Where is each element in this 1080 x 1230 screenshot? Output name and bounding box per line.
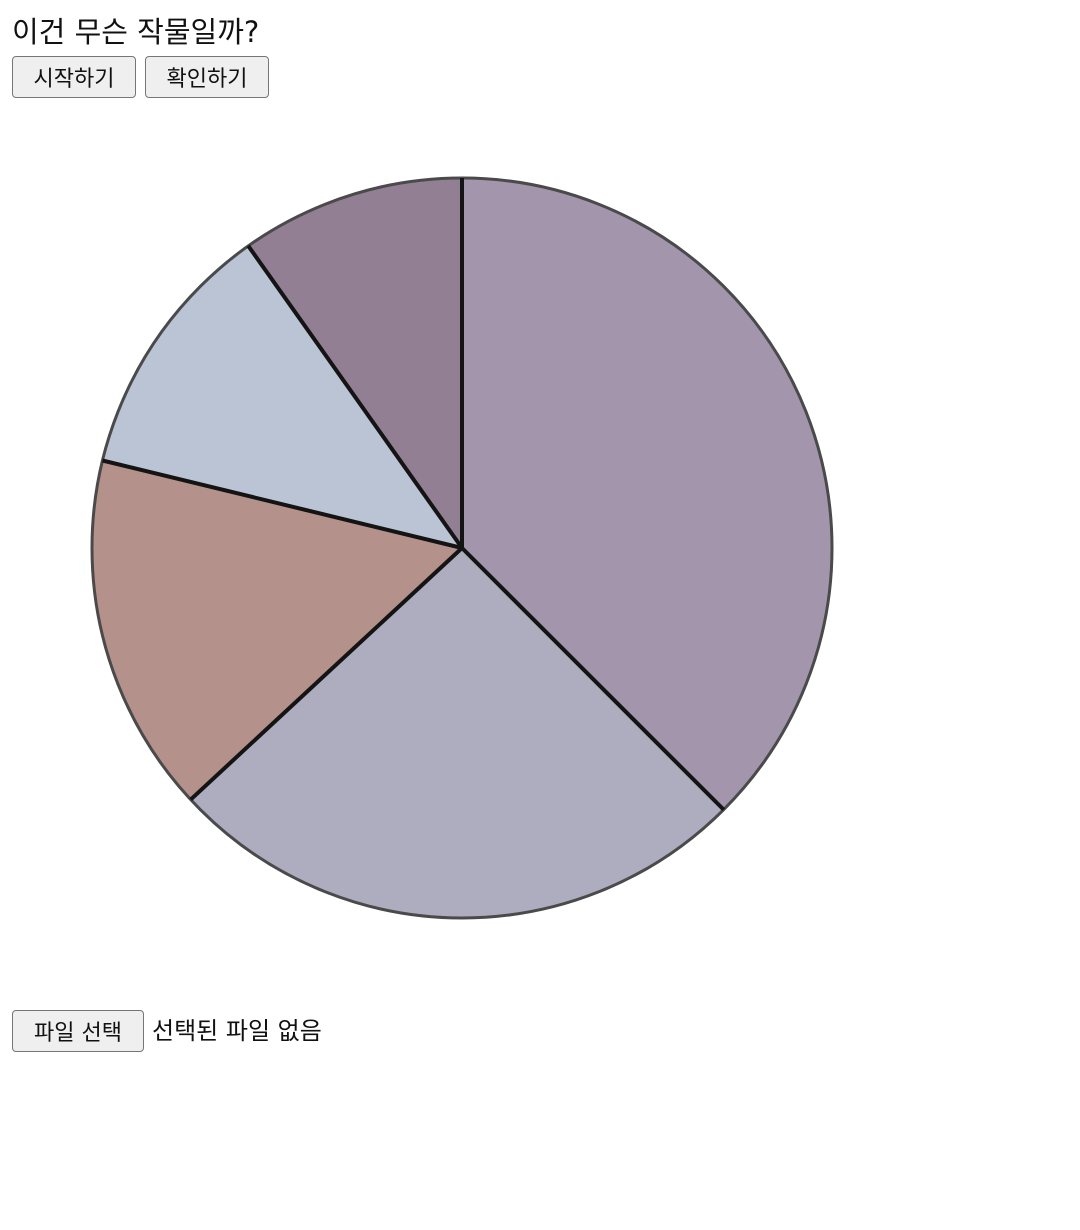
pie-divider-2 (460, 546, 726, 812)
pie-slice-4 (102, 245, 462, 548)
choose-file-button[interactable]: 파일 선택 (12, 1010, 144, 1052)
pie-slice-2 (190, 548, 724, 918)
pie-divider-4 (102, 458, 463, 550)
pie-slice-3 (92, 460, 463, 800)
pie-slice-1 (462, 178, 833, 810)
check-button[interactable]: 확인하기 (145, 56, 269, 98)
pie-divider-5 (246, 244, 464, 550)
file-input: 파일 선택 선택된 파일 없음 (12, 1010, 322, 1052)
page-title: 이건 무슨 작물일까? (12, 15, 260, 49)
start-button[interactable]: 시작하기 (12, 56, 136, 98)
pie-divider-3 (189, 546, 464, 802)
pie-slice-5 (248, 178, 462, 548)
file-status-text: 선택된 파일 없음 (152, 1017, 322, 1045)
